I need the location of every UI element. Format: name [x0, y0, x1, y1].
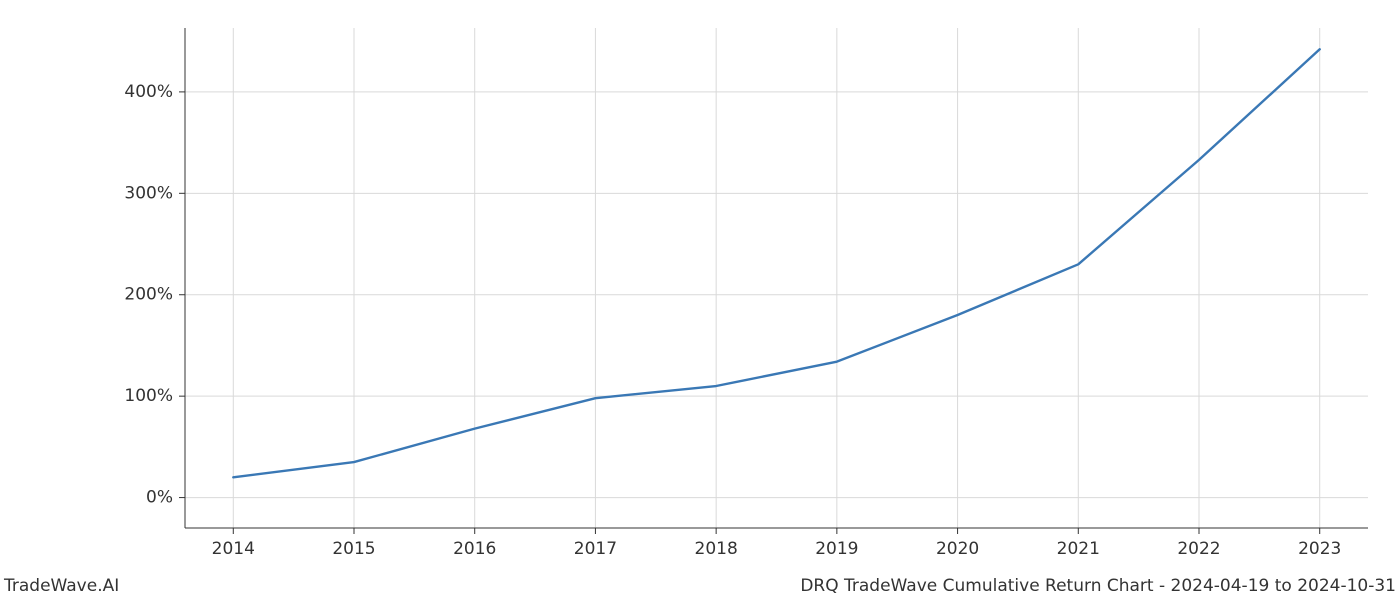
- footer-brand: TradeWave.AI: [4, 576, 119, 596]
- y-tick-label: 300%: [124, 183, 173, 203]
- y-tick-label: 0%: [146, 488, 173, 508]
- cumulative-return-line: [233, 49, 1319, 477]
- footer-caption: DRQ TradeWave Cumulative Return Chart - …: [800, 576, 1396, 596]
- chart-container: 0% 100% 200% 300% 400% 2014 2015 2016 2017 2018 2…: [0, 0, 1400, 600]
- x-tick-label: 2015: [332, 539, 375, 559]
- x-tick-label: 2020: [936, 539, 979, 559]
- x-tick-label: 2019: [815, 539, 858, 559]
- y-tick-label: 400%: [124, 82, 173, 102]
- x-tick-label: 2018: [695, 539, 738, 559]
- x-tick-label: 2023: [1298, 539, 1341, 559]
- x-tick-label: 2022: [1177, 539, 1220, 559]
- y-tick-label: 200%: [124, 285, 173, 305]
- x-tick-label: 2017: [574, 539, 617, 559]
- x-tick-label: 2014: [212, 539, 255, 559]
- y-tick-label: 100%: [124, 386, 173, 406]
- x-tick-label: 2016: [453, 539, 496, 559]
- x-tick-label: 2021: [1057, 539, 1100, 559]
- line-chart: 0% 100% 200% 300% 400% 2014 2015 2016 2017 2018 2…: [0, 0, 1400, 600]
